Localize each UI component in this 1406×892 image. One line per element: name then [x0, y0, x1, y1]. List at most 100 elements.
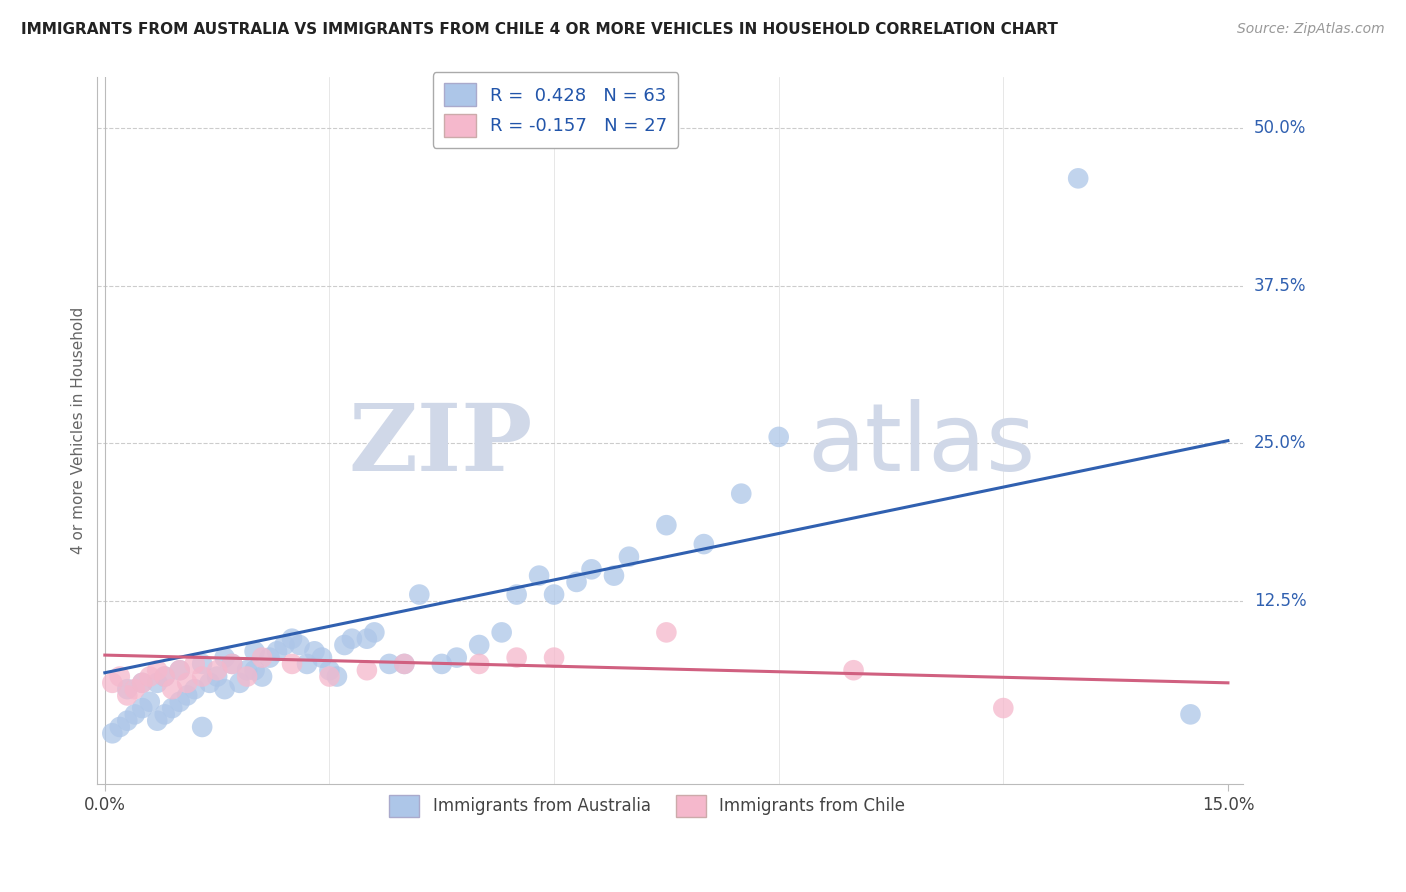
Point — [139, 695, 162, 709]
Text: 50.0%: 50.0% — [1254, 119, 1306, 136]
Point — [214, 650, 236, 665]
Point — [505, 650, 527, 665]
Point — [259, 650, 281, 665]
Point — [842, 663, 865, 677]
Point — [430, 657, 453, 671]
Point — [183, 657, 205, 671]
Point — [408, 588, 430, 602]
Point — [198, 676, 221, 690]
Point — [205, 663, 228, 677]
Point — [176, 689, 198, 703]
Point — [101, 676, 124, 690]
Point — [236, 663, 259, 677]
Point — [394, 657, 416, 671]
Point — [468, 657, 491, 671]
Point — [468, 638, 491, 652]
Point — [205, 669, 228, 683]
Point — [304, 644, 326, 658]
Point — [131, 676, 153, 690]
Point — [153, 669, 176, 683]
Point — [340, 632, 363, 646]
Point — [108, 720, 131, 734]
Text: ZIP: ZIP — [349, 400, 533, 490]
Point — [153, 669, 176, 683]
Point — [191, 669, 214, 683]
Point — [356, 632, 378, 646]
Point — [131, 701, 153, 715]
Text: 37.5%: 37.5% — [1254, 277, 1306, 294]
Point — [655, 518, 678, 533]
Point — [1067, 171, 1090, 186]
Point — [221, 657, 243, 671]
Point — [394, 657, 416, 671]
Text: 12.5%: 12.5% — [1254, 592, 1306, 610]
Point — [191, 657, 214, 671]
Point — [768, 430, 790, 444]
Point — [281, 632, 304, 646]
Point — [250, 669, 273, 683]
Text: 25.0%: 25.0% — [1254, 434, 1306, 452]
Point — [243, 644, 266, 658]
Point — [153, 707, 176, 722]
Point — [581, 562, 603, 576]
Legend: Immigrants from Australia, Immigrants from Chile: Immigrants from Australia, Immigrants fr… — [381, 787, 914, 825]
Point — [131, 676, 153, 690]
Point — [311, 650, 333, 665]
Point — [527, 568, 550, 582]
Text: IMMIGRANTS FROM AUSTRALIA VS IMMIGRANTS FROM CHILE 4 OR MORE VEHICLES IN HOUSEHO: IMMIGRANTS FROM AUSTRALIA VS IMMIGRANTS … — [21, 22, 1057, 37]
Point — [108, 669, 131, 683]
Point — [117, 682, 139, 697]
Point — [160, 701, 183, 715]
Point — [288, 638, 311, 652]
Point — [318, 663, 340, 677]
Point — [730, 486, 752, 500]
Point — [169, 663, 191, 677]
Point — [617, 549, 640, 564]
Point — [378, 657, 401, 671]
Point — [273, 638, 295, 652]
Point — [117, 714, 139, 728]
Point — [1180, 707, 1202, 722]
Point — [124, 707, 146, 722]
Point — [505, 588, 527, 602]
Point — [236, 669, 259, 683]
Point — [993, 701, 1015, 715]
Point — [169, 663, 191, 677]
Point — [281, 657, 304, 671]
Point — [139, 669, 162, 683]
Point — [446, 650, 468, 665]
Point — [693, 537, 716, 551]
Point — [318, 669, 340, 683]
Point — [124, 682, 146, 697]
Text: Source: ZipAtlas.com: Source: ZipAtlas.com — [1237, 22, 1385, 37]
Point — [169, 695, 191, 709]
Point — [243, 663, 266, 677]
Point — [146, 714, 169, 728]
Point — [117, 689, 139, 703]
Point — [160, 682, 183, 697]
Y-axis label: 4 or more Vehicles in Household: 4 or more Vehicles in Household — [72, 307, 86, 554]
Point — [295, 657, 318, 671]
Point — [333, 638, 356, 652]
Point — [363, 625, 385, 640]
Point — [543, 650, 565, 665]
Point — [603, 568, 626, 582]
Point — [183, 682, 205, 697]
Point — [565, 574, 588, 589]
Text: atlas: atlas — [807, 399, 1036, 491]
Point — [101, 726, 124, 740]
Point — [191, 720, 214, 734]
Point — [146, 663, 169, 677]
Point — [266, 644, 288, 658]
Point — [250, 650, 273, 665]
Point — [655, 625, 678, 640]
Point — [214, 682, 236, 697]
Point — [326, 669, 349, 683]
Point — [491, 625, 513, 640]
Point — [221, 657, 243, 671]
Point — [146, 676, 169, 690]
Point — [176, 676, 198, 690]
Point — [356, 663, 378, 677]
Point — [228, 676, 250, 690]
Point — [543, 588, 565, 602]
